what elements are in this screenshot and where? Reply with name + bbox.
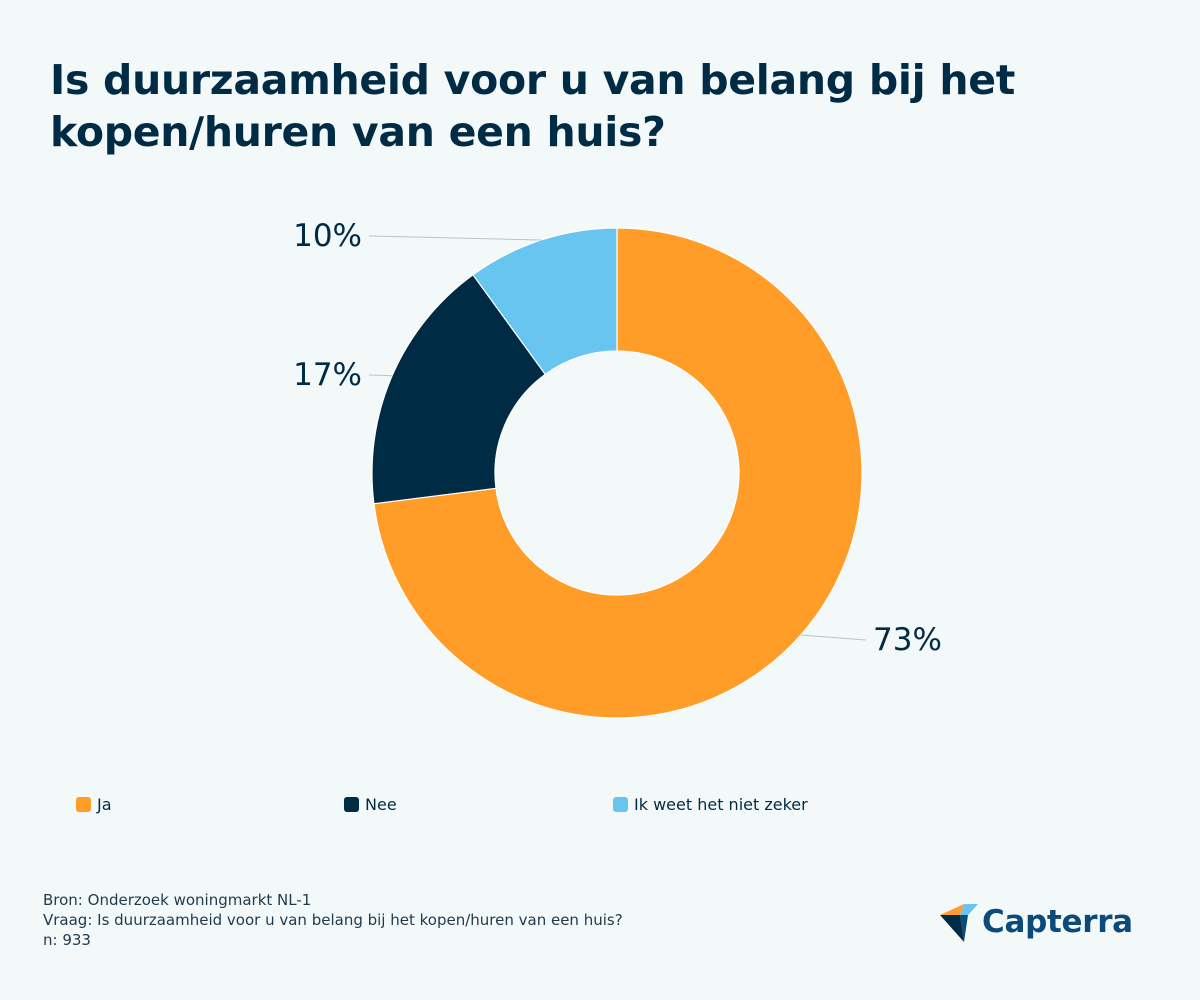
legend-label-nee: Nee <box>365 795 397 814</box>
legend-swatch-niet-zeker <box>613 797 628 812</box>
legend-swatch-nee <box>344 797 359 812</box>
legend-item-ja: Ja <box>76 795 112 814</box>
capterra-logo-icon <box>940 904 978 942</box>
chart-title: Is duurzaamheid voor u van belang bij he… <box>50 56 1016 156</box>
leader-line-ja <box>800 634 867 641</box>
capterra-logo: Capterra <box>940 902 1133 942</box>
capterra-logo-text: Capterra <box>982 904 1133 940</box>
donut-slice-ja <box>373 227 863 719</box>
legend-swatch-ja <box>76 797 91 812</box>
data-label-nee: 17% <box>293 357 362 393</box>
footer-sample-size: n: 933 <box>43 931 91 949</box>
leader-line-ik-weet-het-niet-zeker <box>368 235 542 241</box>
footer-question: Vraag: Is duurzaamheid voor u van belang… <box>43 911 623 929</box>
donut-slice-ik-weet-het-niet-zeker <box>472 227 618 376</box>
legend-label-niet-zeker: Ik weet het niet zeker <box>634 795 808 814</box>
legend-item-niet-zeker: Ik weet het niet zeker <box>613 795 808 814</box>
chart-legend: Ja Nee Ik weet het niet zeker <box>0 795 1200 819</box>
donut-slice-nee <box>371 273 547 505</box>
footer-source: Bron: Onderzoek woningmarkt NL-1 <box>43 891 312 909</box>
data-label-ik-weet-het-niet-zeker: 10% <box>293 218 362 254</box>
legend-item-nee: Nee <box>344 795 397 814</box>
leader-line-nee <box>368 374 393 377</box>
legend-label-ja: Ja <box>97 795 112 814</box>
chart-footer: Bron: Onderzoek woningmarkt NL-1 Vraag: … <box>43 890 623 950</box>
data-label-ja: 73% <box>873 622 942 658</box>
